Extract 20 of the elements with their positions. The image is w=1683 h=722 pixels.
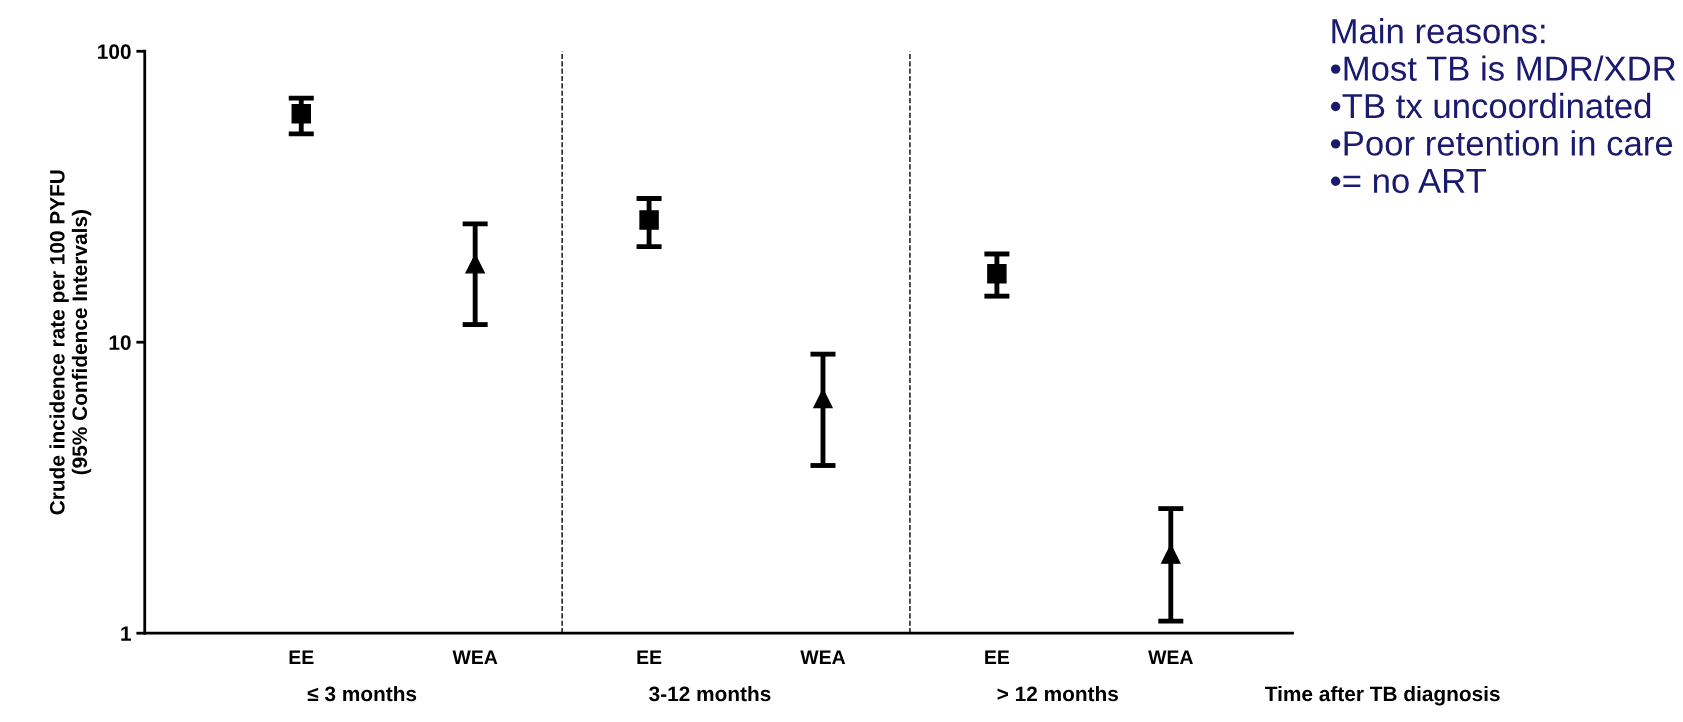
y-tick-label: 1 [121, 626, 131, 641]
text: ≤ 3 months [307, 685, 417, 702]
x-tick-label: WEA [1148, 650, 1193, 664]
y-tick-label: 100 [98, 44, 131, 60]
point [1161, 544, 1181, 564]
point [465, 254, 485, 274]
text: > 12 months [997, 685, 1118, 702]
point [987, 263, 1007, 284]
y-axis-title: Crude incidence rate per 100 PYFU (95% Confidence Intervals) [49, 170, 92, 515]
x-tick-label: EE [985, 650, 1010, 664]
y-tick-label: 10 [109, 335, 131, 350]
point [639, 210, 659, 230]
x-tick-label: WEA [452, 650, 498, 664]
x-tick-label: WEA [800, 650, 846, 664]
text: 3-12 months [649, 685, 771, 702]
x-axis-title: Time after TB diagnosis [1265, 685, 1500, 706]
x-tick-label: EE [289, 650, 314, 664]
text: Main reasons: •Most TB is MDR/XDR •TB tx uncoordinated •Poor retention in care •= no ART [1330, 18, 1676, 194]
x-tick-label: EE [637, 650, 662, 664]
point [291, 104, 311, 124]
